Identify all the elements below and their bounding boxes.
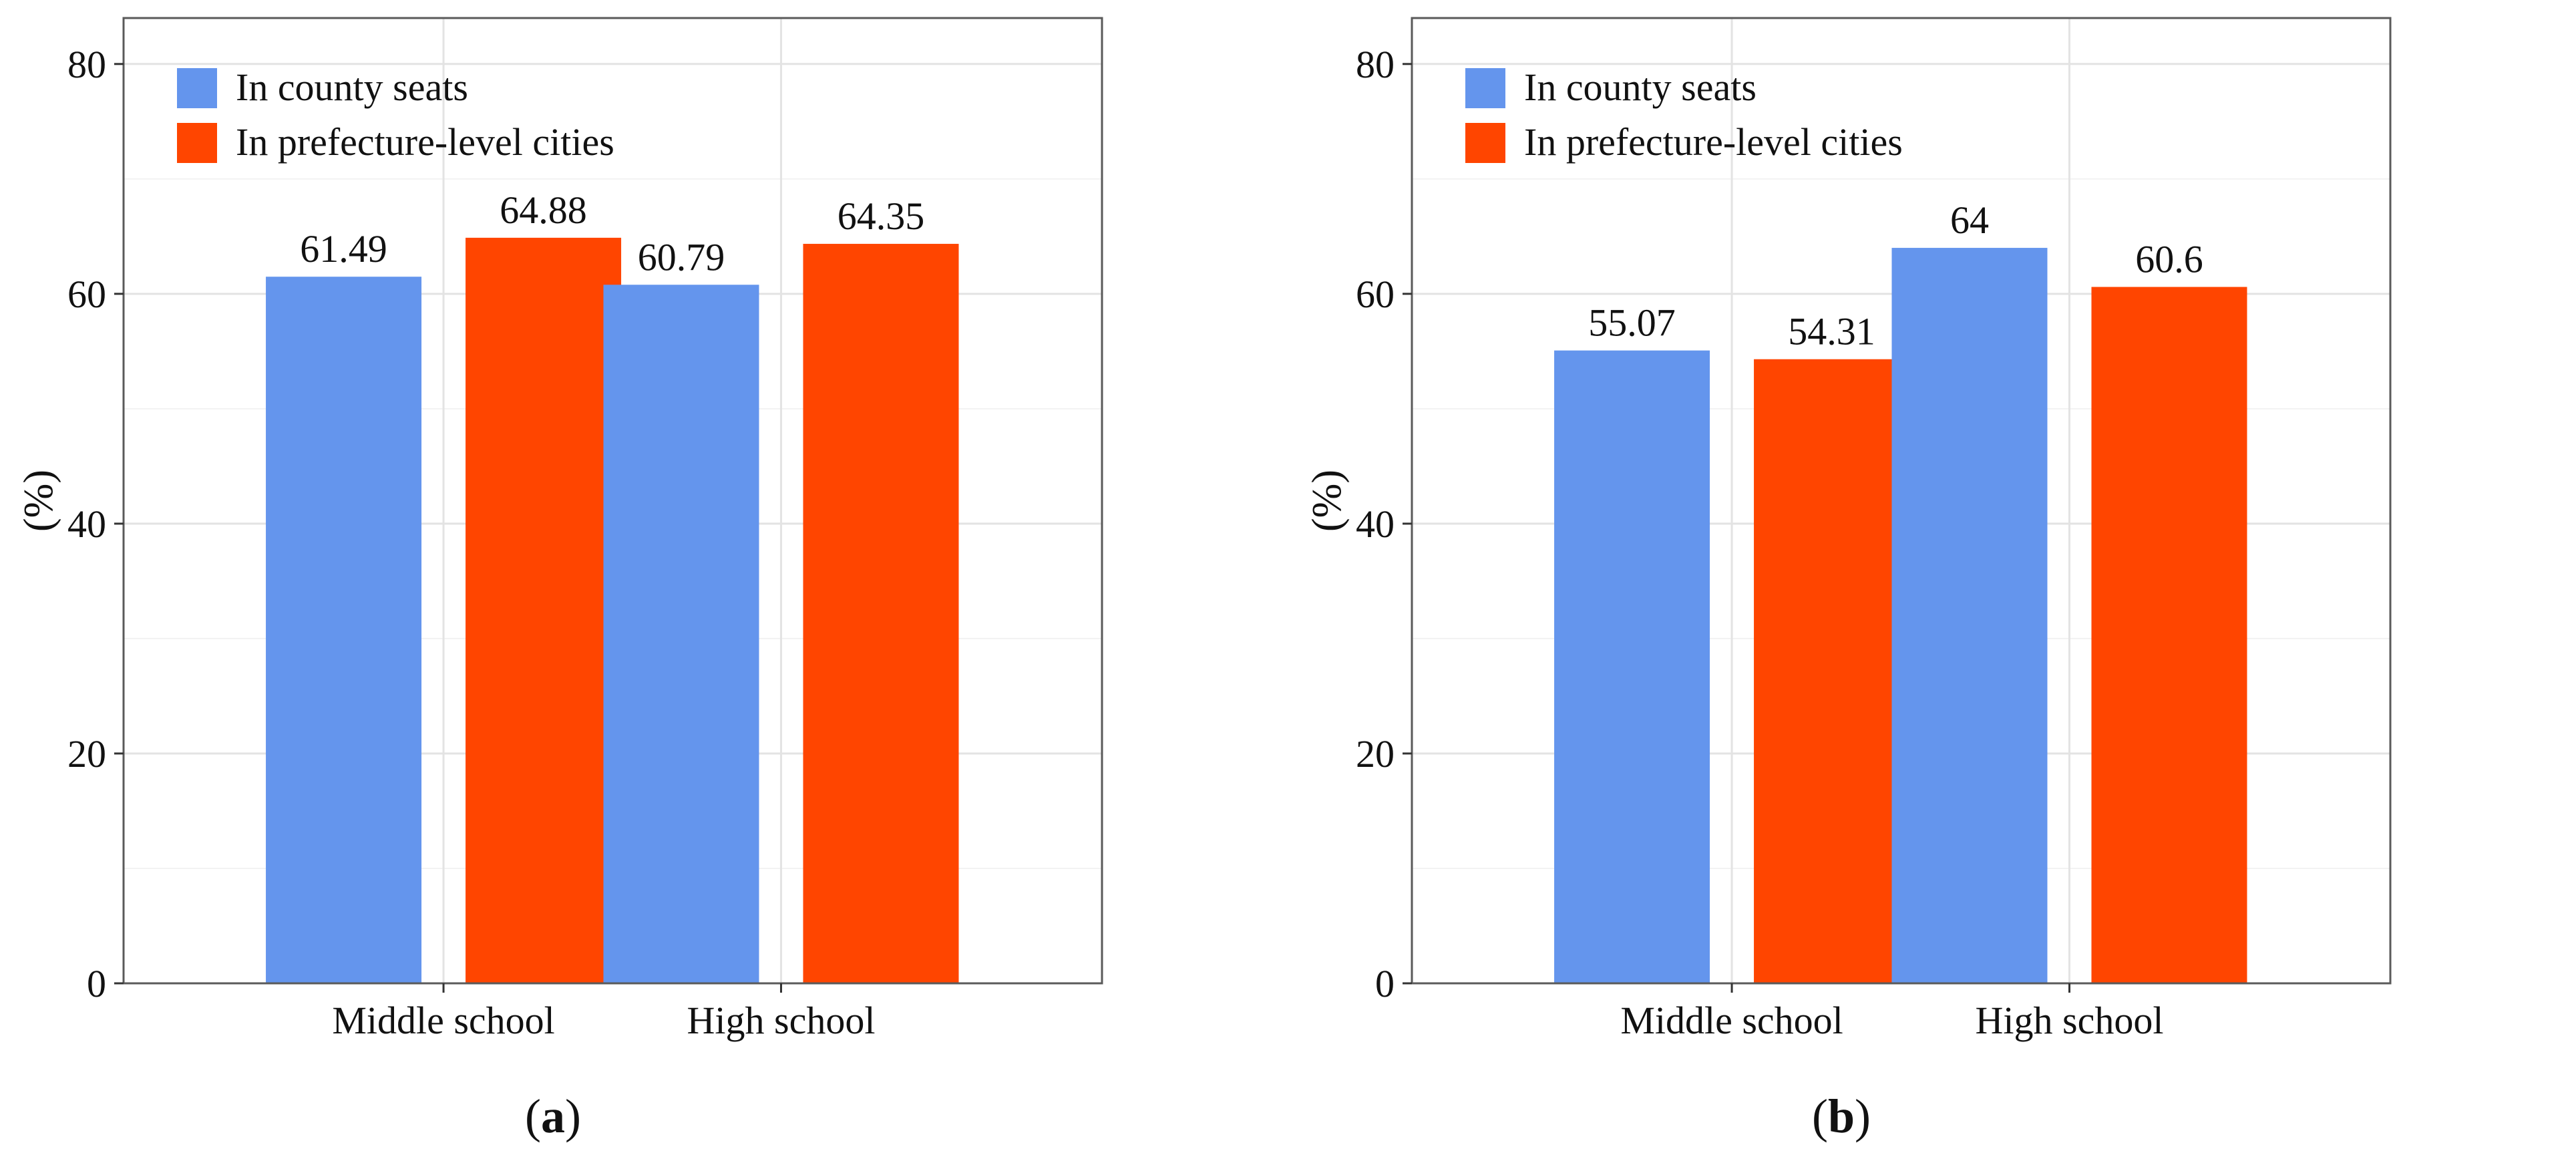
y-tick-label: 80 — [67, 43, 106, 86]
data-label: 64.88 — [500, 188, 587, 232]
y-tick-label: 40 — [1356, 502, 1395, 546]
bar-prefecture-cities-high-school — [2091, 287, 2247, 984]
x-tick-label: Middle school — [1620, 999, 1843, 1042]
legend-label: In county seats — [236, 65, 468, 109]
y-tick-label: 80 — [1356, 43, 1395, 86]
y-tick-label: 60 — [67, 273, 106, 316]
bar-chart-b: 55.07 54.31 64 60.6 0 20 40 60 80 Middle school Hi… — [1304, 17, 2392, 1042]
data-label: 64.35 — [838, 194, 925, 238]
y-tick-label: 40 — [67, 502, 106, 546]
y-tick-label: 0 — [1375, 962, 1395, 1005]
data-label: 64 — [1950, 198, 1989, 242]
y-axis-label: (%) — [1304, 470, 1350, 532]
y-axis-label: (%) — [16, 470, 61, 532]
y-tick-label: 20 — [1356, 732, 1395, 776]
chart-panel-a: 61.49 64.88 60.79 64.35 0 20 40 60 80 Middle scho… — [16, 17, 1103, 1143]
bar-county-seats-high-school — [1891, 248, 2048, 983]
data-label: 61.49 — [300, 227, 387, 271]
bar-county-seats-middle-school — [266, 277, 422, 983]
legend-label: In county seats — [1524, 65, 1757, 109]
y-tick-label: 60 — [1356, 273, 1395, 316]
y-tick-label: 20 — [67, 732, 106, 776]
x-tick-label: High school — [687, 999, 876, 1042]
x-tick-label: High school — [1976, 999, 2164, 1042]
x-tick-label: Middle school — [332, 999, 554, 1042]
bar-county-seats-high-school — [603, 285, 759, 983]
legend-label: In prefecture-level cities — [236, 120, 614, 164]
data-label: 60.6 — [2135, 238, 2203, 281]
bar-county-seats-middle-school — [1554, 350, 1710, 983]
legend-label: In prefecture-level cities — [1524, 120, 1903, 164]
bar-prefecture-cities-middle-school — [1754, 359, 1910, 983]
data-label: 55.07 — [1588, 301, 1676, 345]
plot-border — [1411, 17, 2392, 985]
legend-swatch — [177, 123, 217, 163]
data-label: 54.31 — [1788, 310, 1875, 353]
bar-chart-a: 61.49 64.88 60.79 64.35 0 20 40 60 80 Middle scho… — [16, 17, 1103, 1042]
bar-prefecture-cities-high-school — [803, 244, 959, 983]
chart-panel-b: 55.07 54.31 64 60.6 0 20 40 60 80 Middle school Hi… — [1288, 0, 2576, 1159]
legend-swatch — [1465, 123, 1505, 163]
bar-prefecture-cities-middle-school — [466, 237, 622, 983]
data-label: 60.79 — [638, 235, 725, 279]
legend-swatch — [177, 68, 217, 108]
legend-swatch — [1465, 68, 1505, 108]
panel-label-b: (b) — [1811, 1090, 1871, 1143]
plot-border — [122, 17, 1103, 985]
panel-label-a: (a) — [525, 1090, 581, 1143]
y-tick-label: 0 — [87, 962, 106, 1005]
